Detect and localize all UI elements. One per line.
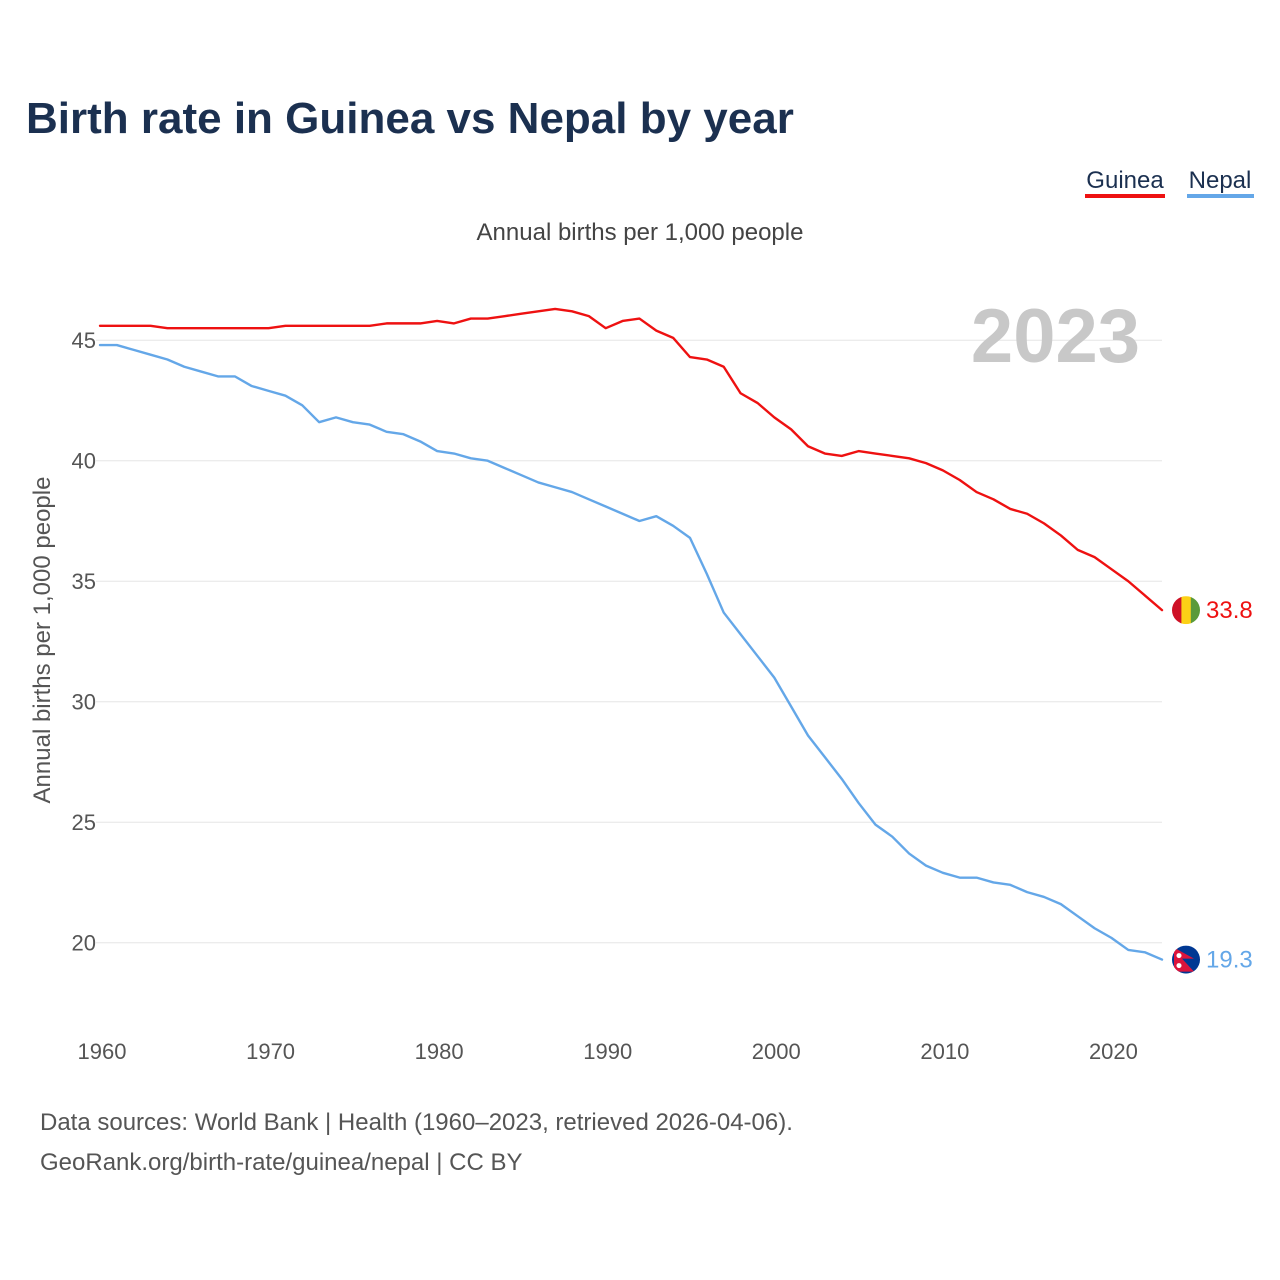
- series-line-guinea[interactable]: [98, 307, 1164, 612]
- y-tick-label-35: 35: [72, 569, 96, 594]
- legend-item-guinea[interactable]: Guinea: [1085, 167, 1165, 198]
- y-tick-label-30: 30: [72, 690, 96, 715]
- source-line-2[interactable]: GeoRank.org/birth-rate/guinea/nepal | CC…: [40, 1149, 523, 1176]
- chart-subtitle: Annual births per 1,000 people: [477, 219, 804, 246]
- legend-item-nepal[interactable]: Nepal: [1187, 167, 1254, 198]
- x-tick-label-2010: 2010: [920, 1039, 969, 1064]
- legend-swatch-guinea: [1085, 194, 1165, 198]
- y-axis-label: Annual births per 1,000 people: [29, 477, 56, 804]
- y-tick-label-20: 20: [72, 931, 96, 956]
- y-axis-ticks: 20 25 30 35 40 45: [72, 328, 96, 955]
- guinea-flag-icon: [1172, 596, 1200, 625]
- current-year-watermark: 2023: [971, 294, 1140, 379]
- gridlines: [96, 339, 1162, 944]
- y-tick-label-45: 45: [72, 328, 96, 353]
- source-line-1: Data sources: World Bank | Health (1960–…: [40, 1109, 793, 1136]
- x-tick-label-1980: 1980: [415, 1039, 464, 1064]
- chart-title: Birth rate in Guinea vs Nepal by year: [26, 94, 794, 143]
- x-tick-label-1990: 1990: [583, 1039, 632, 1064]
- legend-label-guinea[interactable]: Guinea: [1086, 167, 1164, 194]
- x-tick-label-1970: 1970: [246, 1039, 295, 1064]
- y-tick-label-40: 40: [72, 449, 96, 474]
- nepal-end-value: 19.3: [1206, 947, 1253, 974]
- nepal-flag-icon: [1172, 945, 1200, 974]
- end-markers: 33.8 19.3: [1172, 596, 1253, 974]
- guinea-end-value: 33.8: [1206, 597, 1253, 624]
- legend: Guinea Nepal: [1085, 167, 1254, 198]
- x-tick-label-2000: 2000: [752, 1039, 801, 1064]
- legend-label-nepal[interactable]: Nepal: [1189, 167, 1252, 194]
- series-line-nepal[interactable]: [98, 343, 1164, 961]
- x-tick-label-1960: 1960: [78, 1039, 127, 1064]
- x-axis-ticks: 1960 1970 1980 1990 2000 2010 2020: [78, 1039, 1138, 1064]
- series-lines: [98, 307, 1164, 961]
- legend-swatch-nepal: [1187, 194, 1254, 198]
- y-tick-label-25: 25: [72, 810, 96, 835]
- x-tick-label-2020: 2020: [1089, 1039, 1138, 1064]
